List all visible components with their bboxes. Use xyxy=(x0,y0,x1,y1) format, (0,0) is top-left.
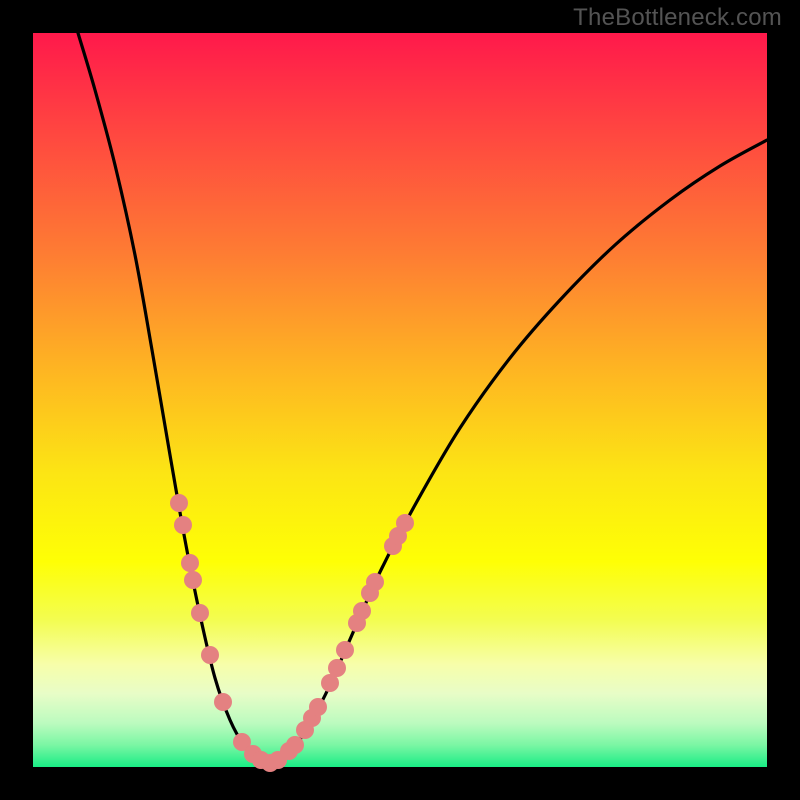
data-marker xyxy=(286,736,304,754)
data-marker xyxy=(191,604,209,622)
data-marker xyxy=(336,641,354,659)
data-marker xyxy=(174,516,192,534)
figure-root: TheBottleneck.com xyxy=(0,0,800,800)
data-marker xyxy=(214,693,232,711)
data-marker xyxy=(328,659,346,677)
plot-background xyxy=(33,33,767,767)
watermark-text: TheBottleneck.com xyxy=(573,4,782,32)
bottleneck-chart xyxy=(0,0,800,800)
data-marker xyxy=(170,494,188,512)
data-marker xyxy=(353,602,371,620)
data-marker xyxy=(184,571,202,589)
data-marker xyxy=(309,698,327,716)
data-marker xyxy=(396,514,414,532)
data-marker xyxy=(201,646,219,664)
data-marker xyxy=(181,554,199,572)
data-marker xyxy=(366,573,384,591)
